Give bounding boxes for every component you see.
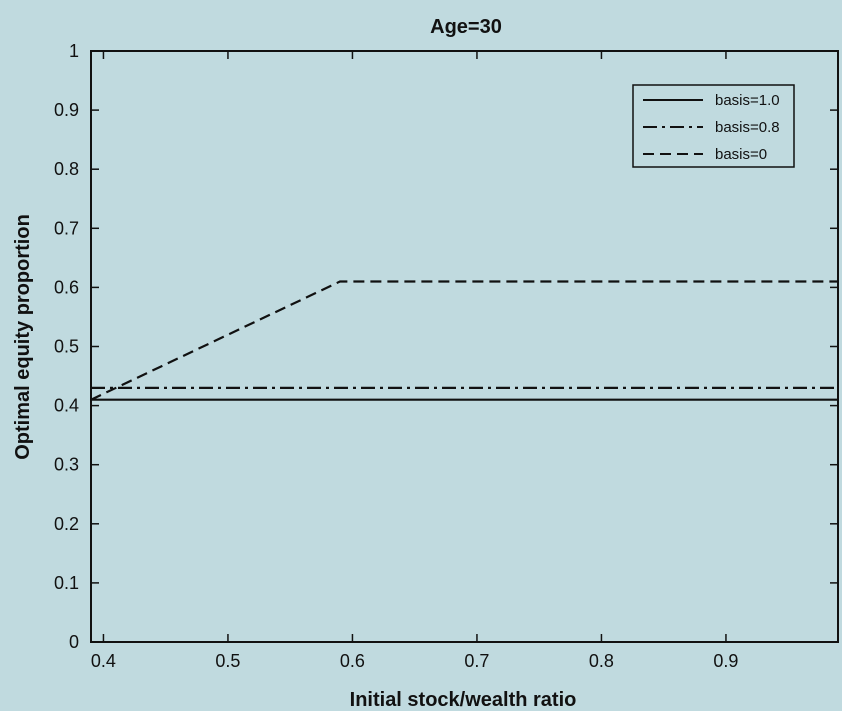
legend: basis=1.0 basis=0.8 basis=0 [632, 84, 795, 168]
series-line-basis-0 [90, 280, 838, 401]
legend-entry-label: basis=1.0 [715, 92, 780, 109]
y-tick-label: 0.5 [54, 337, 79, 357]
x-tick-label: 0.5 [215, 651, 240, 671]
y-tick-label: 1 [69, 41, 79, 61]
x-tick-label: 0.9 [713, 651, 738, 671]
legend-entry-label: basis=0.8 [715, 119, 780, 136]
y-tick-label: 0.4 [54, 396, 79, 416]
x-tick-label: 0.8 [589, 651, 614, 671]
x-tick-label: 0.4 [91, 651, 116, 671]
legend-box [632, 84, 795, 168]
plot-area: 0.4 0.5 0.6 0.7 0.8 0.9 0 0.1 0.2 0.3 0.4 0.5 0.6 0.7… [54, 41, 839, 671]
y-tick-label: 0.1 [54, 573, 79, 593]
y-tick-label: 0.8 [54, 159, 79, 179]
y-tick-label: 0.7 [54, 218, 79, 238]
x-tick-label: 0.7 [464, 651, 489, 671]
y-tick-label: 0 [69, 632, 79, 652]
y-tick-label: 0.2 [54, 514, 79, 534]
y-tick-label: 0.9 [54, 100, 79, 120]
y-axis-label: Optimal equity proportion [12, 214, 34, 460]
legend-entry-label: basis=0 [715, 146, 767, 163]
x-axis-label: Initial stock/wealth ratio [350, 689, 577, 711]
y-tick-label: 0.3 [54, 455, 79, 475]
y-tick-label: 0.6 [54, 277, 79, 297]
chart-title: Age=30 [430, 16, 502, 38]
x-tick-label: 0.6 [340, 651, 365, 671]
